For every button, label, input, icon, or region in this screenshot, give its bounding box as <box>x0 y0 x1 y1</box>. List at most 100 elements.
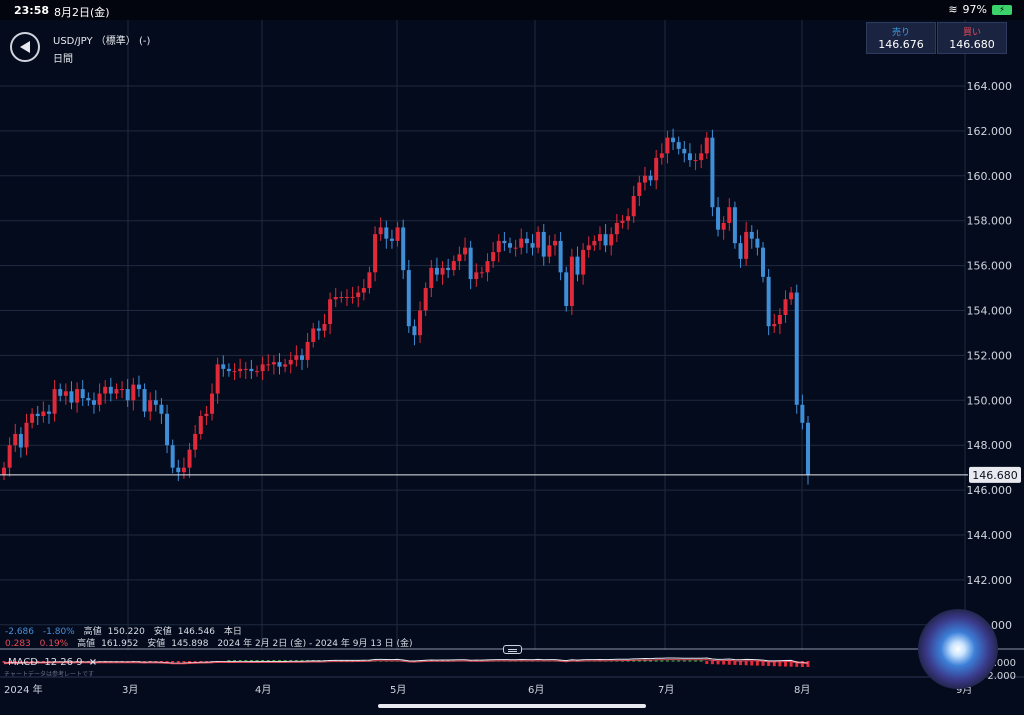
macd-histogram-bar <box>795 661 799 667</box>
macd-histogram-bar <box>193 661 197 663</box>
candle-body <box>86 398 91 401</box>
macd-histogram-bar <box>710 661 714 665</box>
candle-body <box>468 247 473 280</box>
candle-body <box>761 247 766 277</box>
candle-body <box>299 355 304 360</box>
y-tick-label: 142.000 <box>967 574 1013 587</box>
macd-histogram-bar <box>727 661 731 665</box>
macd-histogram-bar <box>165 661 169 663</box>
range-low-label: 安値 <box>147 639 166 649</box>
candle-body <box>491 252 496 262</box>
back-button[interactable] <box>10 32 40 62</box>
macd-histogram-bar <box>800 661 804 667</box>
y-tick-label: 150.000 <box>967 394 1013 407</box>
candle-body <box>316 328 321 331</box>
macd-histogram-bar <box>744 661 748 666</box>
candle-body <box>46 411 51 414</box>
macd-histogram-bar <box>755 661 759 666</box>
candle-body <box>485 261 490 273</box>
sell-quote-button[interactable]: 売り 146.676 <box>866 22 936 54</box>
candle-body <box>541 231 546 257</box>
y-tick-label: 158.000 <box>967 215 1013 228</box>
sell-label: 売り <box>891 28 910 38</box>
macd-tick-label: -2.000 <box>984 671 1016 682</box>
macd-histogram-bar <box>671 660 675 662</box>
candle-body <box>322 323 327 331</box>
candle-body <box>389 238 394 241</box>
candle-body <box>266 364 271 366</box>
candle-body <box>80 389 85 399</box>
candle-body <box>13 433 18 446</box>
candle-body <box>339 297 344 299</box>
macd-histogram-bar <box>283 660 287 662</box>
macd-histogram-bar <box>699 660 703 662</box>
candle-body <box>716 207 721 230</box>
info-row-range: 0.283 0.19% 高値 161.952 安値 145.898 2024 年 2… <box>5 636 419 649</box>
price-chart[interactable]: 164.000 162.000 160.000 158.000 156.000 154.0… <box>0 20 1024 697</box>
range-low: 145.898 <box>171 639 209 649</box>
candle-body <box>603 234 608 246</box>
candle-body <box>463 247 468 255</box>
macd-histogram-bar <box>637 660 641 662</box>
candle-body <box>75 389 80 403</box>
candle-body <box>373 234 378 273</box>
macd-histogram-bar <box>772 661 776 667</box>
candle-body <box>637 182 642 197</box>
siri-orb-icon[interactable] <box>918 609 998 689</box>
candle-body <box>108 386 113 394</box>
home-indicator[interactable] <box>378 704 646 708</box>
macd-histogram-bar <box>761 661 765 666</box>
candle-body <box>440 267 445 275</box>
today-low: 146.546 <box>177 627 215 637</box>
candle-body <box>103 386 108 394</box>
macd-histogram-bar <box>626 660 630 662</box>
macd-histogram-bar <box>13 661 17 663</box>
y-tick-label: 148.000 <box>967 439 1013 452</box>
macd-histogram-bar <box>8 661 12 663</box>
macd-histogram-bar <box>244 660 248 662</box>
wifi-icon: ≋ <box>948 3 958 16</box>
macd-histogram-bar <box>739 661 743 666</box>
macd-histogram-bar <box>24 661 28 663</box>
x-tick-label: 8月 <box>794 684 810 696</box>
symbol-label[interactable]: USD/JPY （標準） (-) <box>53 36 151 47</box>
candle-body <box>749 231 754 239</box>
candle-body <box>806 422 810 475</box>
x-tick-label: 5月 <box>390 684 406 696</box>
macd-tick-label: 0.000 <box>987 658 1016 669</box>
candle-body <box>249 368 254 372</box>
macd-histogram-bar <box>705 661 709 664</box>
buy-quote-button[interactable]: 買い 146.680 <box>937 22 1007 54</box>
period-label[interactable]: 日間 <box>53 54 73 65</box>
candle-body <box>378 227 383 235</box>
sell-price: 146.676 <box>878 38 924 51</box>
candle-body <box>176 467 181 473</box>
range-change: 0.283 <box>5 639 31 649</box>
macd-histogram-bar <box>632 660 636 662</box>
today-note: 本日 <box>223 627 242 637</box>
candle-body <box>676 142 681 149</box>
macd-close-icon[interactable]: × <box>88 657 98 668</box>
pane-resize-handle[interactable] <box>503 645 522 654</box>
macd-histogram-bar <box>19 661 23 663</box>
battery-percent: 97% <box>962 3 987 16</box>
macd-histogram-bar <box>176 661 180 663</box>
status-time: 23:58 <box>14 4 50 17</box>
candle-body <box>418 310 423 336</box>
candle-body <box>114 389 119 394</box>
macd-histogram-bar <box>722 661 726 665</box>
status-date: 8月2日(金) <box>54 6 110 19</box>
candle-body <box>125 389 130 401</box>
candle-body <box>221 364 226 369</box>
x-tick-label: 7月 <box>658 684 674 696</box>
candle-body <box>243 368 248 370</box>
macd-label[interactable]: MACD 12 26 9 × <box>8 657 97 668</box>
candle-body <box>727 207 732 223</box>
candle-body <box>350 297 355 299</box>
y-tick-label: 160.000 <box>967 170 1013 183</box>
candle-body <box>626 216 631 221</box>
candle-body <box>91 400 96 405</box>
candle-body <box>682 148 687 154</box>
candle-body <box>238 368 243 372</box>
candle-body <box>575 256 580 275</box>
